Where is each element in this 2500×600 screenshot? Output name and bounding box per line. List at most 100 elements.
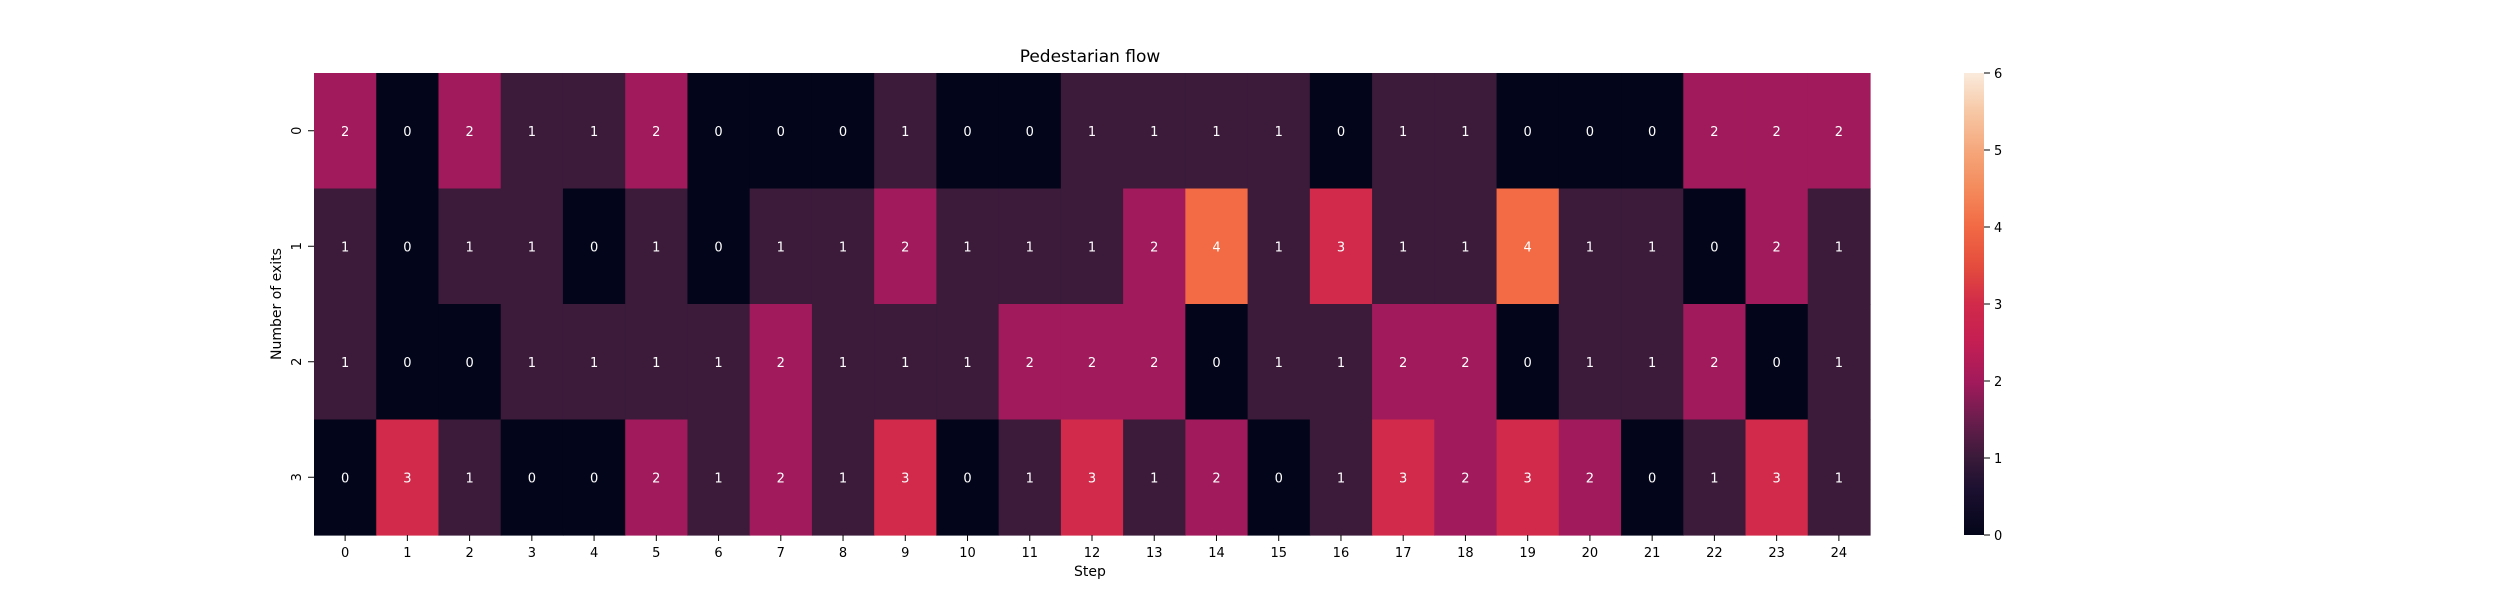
cell-value-label: 1: [901, 125, 909, 140]
cell-value-label: 1: [1461, 240, 1469, 255]
cell-value-label: 2: [652, 125, 660, 140]
heatmap-cell: [438, 188, 502, 305]
heatmap-cell: [500, 304, 564, 421]
cell-value-label: 1: [1710, 471, 1718, 486]
heatmap-cell: [438, 419, 502, 536]
cell-value-label: 1: [1026, 471, 1034, 486]
cell-value-label: 0: [403, 240, 411, 255]
cell-value-label: 0: [1710, 240, 1718, 255]
heatmap-cell: [1060, 304, 1124, 421]
heatmap-cell: [1558, 419, 1622, 536]
heatmap-cell: [1247, 419, 1311, 536]
cell-value-label: 1: [528, 125, 536, 140]
heatmap-cell: [1807, 73, 1871, 190]
cell-value-label: 1: [1399, 240, 1407, 255]
cell-value-label: 2: [1399, 356, 1407, 371]
cell-value-label: 0: [1337, 125, 1345, 140]
heatmap-cell: [811, 419, 875, 536]
heatmap-cell: [376, 304, 440, 421]
cell-value-label: 0: [465, 356, 473, 371]
cell-value-label: 2: [901, 240, 909, 255]
x-tick-label: 18: [1457, 546, 1474, 561]
heatmap-cell: [998, 188, 1062, 305]
x-tick-label: 7: [777, 546, 785, 561]
cell-value-label: 2: [652, 471, 660, 486]
heatmap-cell: [500, 419, 564, 536]
heatmap-cell: [936, 73, 1000, 190]
cell-value-label: 0: [1275, 471, 1283, 486]
heatmap-cell: [687, 188, 751, 305]
x-tick-label: 4: [590, 546, 598, 561]
x-tick-label: 23: [1768, 546, 1785, 561]
heatmap-cell: [1496, 188, 1560, 305]
cell-value-label: 4: [1212, 240, 1220, 255]
heatmap-cell: [1247, 73, 1311, 190]
heatmap-cell: [1558, 304, 1622, 421]
x-tick-label: 22: [1706, 546, 1723, 561]
heatmap-cell: [1247, 304, 1311, 421]
heatmap-cell: [562, 304, 626, 421]
cell-value-label: 0: [963, 125, 971, 140]
colorbar-tick-label: 3: [1994, 298, 2002, 313]
heatmap-cell: [1807, 419, 1871, 536]
colorbar-tick-label: 2: [1994, 375, 2002, 390]
cell-value-label: 1: [341, 356, 349, 371]
heatmap-cell: [438, 304, 502, 421]
cell-value-label: 1: [1026, 240, 1034, 255]
cell-value-label: 3: [1524, 471, 1532, 486]
heatmap-cell: [1372, 304, 1435, 421]
heatmap-cell: [1372, 73, 1435, 190]
cell-value-label: 1: [714, 471, 722, 486]
heatmap-cell: [1372, 419, 1435, 536]
cell-value-label: 0: [341, 471, 349, 486]
heatmap-cell: [749, 188, 813, 305]
x-tick-label: 14: [1208, 546, 1225, 561]
heatmap-cell: [1123, 419, 1186, 536]
x-tick-label: 13: [1146, 546, 1163, 561]
cell-value-label: 1: [1835, 240, 1843, 255]
cell-value-label: 0: [777, 125, 785, 140]
heatmap-cell: [1807, 304, 1871, 421]
heatmap-cell: [562, 188, 626, 305]
heatmap-cell: [1123, 73, 1186, 190]
cell-value-label: 0: [590, 471, 598, 486]
heatmap-cell: [376, 188, 440, 305]
heatmap-cell: [314, 304, 377, 421]
cell-value-label: 1: [1275, 356, 1283, 371]
heatmap-cell: [314, 188, 377, 305]
y-tick-label: 2: [290, 358, 305, 366]
x-tick-label: 17: [1395, 546, 1412, 561]
heatmap-cell: [1185, 304, 1249, 421]
cell-value-label: 1: [590, 356, 598, 371]
heatmap-cell: [625, 188, 689, 305]
cell-value-label: 3: [1772, 471, 1780, 486]
cell-value-label: 2: [1710, 356, 1718, 371]
cell-value-label: 4: [1524, 240, 1532, 255]
cell-value-label: 0: [590, 240, 598, 255]
x-tick-label: 16: [1333, 546, 1350, 561]
cell-value-label: 0: [528, 471, 536, 486]
heatmap-cell: [1683, 73, 1747, 190]
cell-value-label: 1: [839, 240, 847, 255]
cell-value-label: 1: [714, 356, 722, 371]
heatmap-cell: [687, 419, 751, 536]
cell-value-label: 0: [403, 356, 411, 371]
heatmap-cell: [1745, 73, 1809, 190]
cell-value-label: 1: [1586, 356, 1594, 371]
heatmap-cell: [1060, 188, 1124, 305]
colorbar-tick-label: 0: [1994, 529, 2002, 544]
heatmap-cell: [936, 188, 1000, 305]
cell-value-label: 1: [1586, 240, 1594, 255]
x-tick-label: 9: [901, 546, 909, 561]
heatmap-cell: [1372, 188, 1435, 305]
heatmap-cell: [687, 73, 751, 190]
heatmap-cell: [1683, 304, 1747, 421]
heatmap-cell: [874, 188, 937, 305]
heatmap-cell: [376, 419, 440, 536]
heatmap-cell: [1434, 73, 1498, 190]
heatmap-cell: [1621, 304, 1684, 421]
heatmap-cell: [1185, 419, 1249, 536]
x-tick-label: 8: [839, 546, 847, 561]
heatmap-cells: [314, 73, 1871, 536]
